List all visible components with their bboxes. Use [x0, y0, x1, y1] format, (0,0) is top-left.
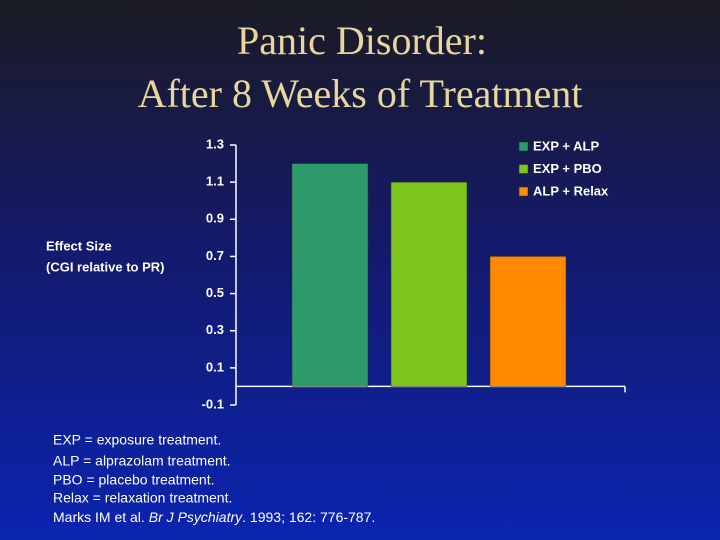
footnote: Relax = relaxation treatment.	[53, 490, 232, 506]
y-axis-label: (CGI relative to PR)	[46, 259, 164, 274]
footnote: ALP = alprazolam treatment.	[53, 453, 231, 469]
citation-authors: Marks IM et al.	[53, 509, 145, 525]
y-tick-label: 0.5	[206, 285, 224, 300]
legend-swatch	[518, 186, 529, 197]
chart-title: After 8 Weeks of Treatment	[138, 71, 583, 116]
legend-swatch	[518, 164, 529, 174]
y-tick-label: 0.7	[206, 248, 224, 263]
bar	[489, 256, 567, 387]
bar	[291, 163, 369, 387]
chart-title: Panic Disorder:	[237, 18, 487, 63]
y-tick-label: 0.9	[206, 211, 224, 226]
legend-label: EXP + ALP	[533, 138, 599, 153]
y-tick-label: 0.3	[206, 322, 224, 337]
citation: Marks IM et al. Br J Psychiatry. 1993; 16…	[53, 509, 375, 525]
footnote: EXP = exposure treatment.	[53, 432, 221, 448]
citation-details: . 1993; 162: 776-787.	[242, 509, 375, 525]
citation-journal: Br J Psychiatry	[149, 509, 243, 525]
bar	[390, 181, 468, 387]
legend-label: ALP + Relax	[533, 183, 609, 198]
y-tick-label: 1.1	[206, 174, 224, 189]
footnote: PBO = placebo treatment.	[53, 472, 214, 488]
y-tick-label: -0.1	[202, 396, 224, 411]
y-axis-label: Effect Size	[46, 238, 112, 253]
y-tick-label: 0.1	[206, 359, 224, 374]
y-tick-label: 1.3	[206, 136, 224, 151]
legend-swatch	[518, 141, 529, 152]
legend-label: EXP + PBO	[533, 161, 602, 176]
